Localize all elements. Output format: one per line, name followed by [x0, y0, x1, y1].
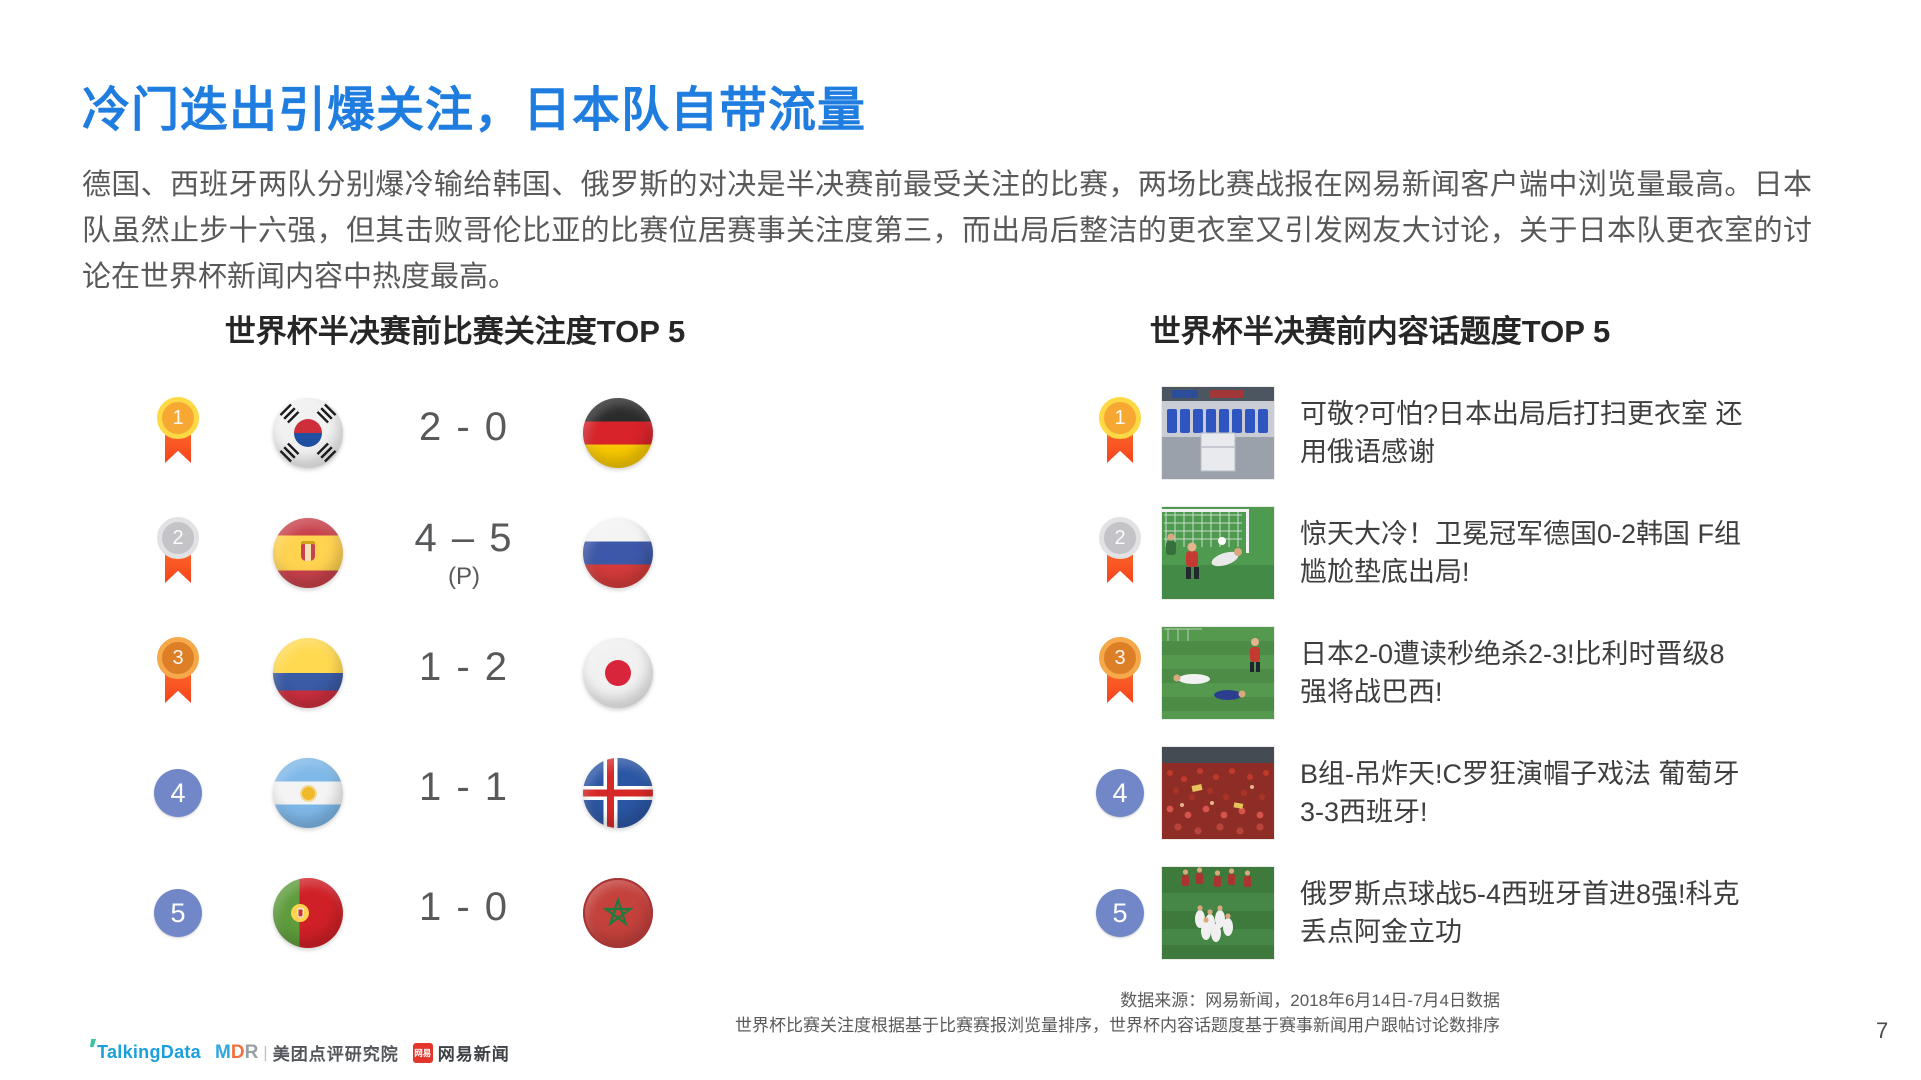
silver-medal-icon: 2: [150, 517, 206, 589]
talkingdata-tick-icon: [90, 1039, 96, 1047]
news-headline: 惊天大冷！卫冕冠军德国0-2韩国 F组尴尬垫底出局!: [1300, 519, 1742, 587]
flag-russia-icon: [583, 518, 653, 588]
match-row-1: 1 2 - 0: [130, 373, 698, 493]
score-note: (P): [448, 562, 480, 590]
mdr-letter-m: M: [215, 1041, 231, 1063]
match-ranking-title: 世界杯半决赛前比赛关注度TOP 5: [224, 314, 686, 349]
gold-medal-icon: 1: [150, 397, 206, 469]
flag-iceland-icon: [583, 758, 653, 828]
match-score: 1 - 0: [418, 884, 510, 929]
flag-morocco-icon: [583, 878, 653, 948]
news-headline: 俄罗斯点球战5-4西班牙首进8强!科克丢点阿金立功: [1300, 879, 1740, 947]
score-note: [419, 692, 509, 702]
data-source-line-2: 世界杯比赛关注度根据基于比赛赛报浏览量排序，世界杯内容话题度基于赛事新闻用户跟帖…: [735, 1016, 1500, 1035]
bronze-medal-icon: 3: [1092, 637, 1148, 709]
mdr-letter-r: R: [244, 1041, 259, 1063]
talkingdata-wordmark: TalkingData: [97, 1042, 201, 1062]
flag-portugal-icon: [273, 878, 343, 948]
rank-number: 2: [1099, 517, 1141, 559]
talkingdata-logo: TalkingData: [90, 1039, 201, 1063]
rank-circle: 5: [1096, 889, 1144, 937]
topic-ranking-title: 世界杯半决赛前内容话题度TOP 5: [1149, 314, 1611, 349]
topic-row-5: 5 俄罗斯点球战5-4西班牙首进8强!科克丢点阿金立功: [1078, 853, 1750, 973]
score-note: [419, 932, 509, 942]
topic-row-2: 2 惊天大冷！卫冕冠军德国0-2韩国 F组尴尬: [1078, 493, 1750, 613]
news-thumbnail-locker-room: [1162, 387, 1274, 479]
flag-south-korea-icon: [273, 398, 343, 468]
rank-circle: 4: [1096, 769, 1144, 817]
news-thumbnail-goal-scene: [1162, 507, 1274, 599]
logo-divider: |: [263, 1042, 268, 1062]
news-headline: 日本2-0遭读秒绝杀2-3!比利时晋级8强将战巴西!: [1300, 639, 1725, 707]
flag-japan-icon: [583, 638, 653, 708]
news-headline: 可敬?可怕?日本出局后打扫更衣室 还用俄语感谢: [1300, 399, 1743, 467]
match-score: 1 - 1: [418, 764, 510, 809]
netease-news-label: 网易新闻: [437, 1045, 510, 1064]
silver-medal-icon: 2: [1092, 517, 1148, 589]
meituan-dianping-institute-logo: M D R | 美团点评研究院: [215, 1040, 399, 1065]
rank-number: 3: [1099, 637, 1141, 679]
news-thumbnail-players-on-pitch: [1162, 627, 1274, 719]
flag-argentina-icon: [273, 758, 343, 828]
data-source-note: 数据来源：网易新闻，2018年6月14日-7月4日数据 世界杯比赛关注度根据基于…: [735, 988, 1500, 1038]
news-headline: B组-吊炸天!C罗狂演帽子戏法 葡萄牙3-3西班牙!: [1300, 759, 1740, 827]
rank-number: 1: [157, 397, 199, 439]
topic-ranking-list: 1 可敬?可怕?日本出局后打扫更衣室 还用俄语感谢: [1078, 373, 1750, 973]
match-ranking-list: 1 2 - 0 2 4 – 5 (P): [130, 373, 698, 973]
flag-spain-icon: [273, 518, 343, 588]
match-score: 2 - 0: [418, 404, 510, 449]
rank-circle: 5: [154, 889, 202, 937]
bronze-medal-icon: 3: [150, 637, 206, 709]
netease-app-icon: 网易: [412, 1042, 433, 1063]
topic-row-3: 3 日本2-0遭读秒绝杀2-3!比利时晋级8强将战巴西!: [1078, 613, 1750, 733]
mdr-letter-d: D: [230, 1041, 245, 1063]
rank-circle: 4: [154, 769, 202, 817]
data-source-line-1: 数据来源：网易新闻，2018年6月14日-7月4日数据: [1120, 991, 1500, 1010]
rank-number: 3: [157, 637, 199, 679]
netease-news-logo: 网易 网易新闻: [412, 1040, 510, 1065]
topic-row-1: 1 可敬?可怕?日本出局后打扫更衣室 还用俄语感谢: [1078, 373, 1750, 493]
summary-paragraph: 德国、西班牙两队分别爆冷输给韩国、俄罗斯的对决是半决赛前最受关注的比赛，两场比赛…: [82, 169, 1812, 293]
page-title: 冷门迭出引爆关注，日本队自带流量: [82, 84, 867, 137]
score-note: [419, 812, 509, 822]
mdr-label: 美团点评研究院: [272, 1045, 399, 1064]
flag-colombia-icon: [273, 638, 343, 708]
news-thumbnail-red-crowd: [1162, 747, 1274, 839]
match-row-2: 2 4 – 5 (P): [130, 493, 698, 613]
match-score: 1 - 2: [418, 644, 510, 689]
rank-number: 2: [157, 517, 199, 559]
news-thumbnail-team-celebration: [1162, 867, 1274, 959]
match-row-5: 5 1 - 0: [130, 853, 698, 973]
topic-row-4: 4 B组-吊炸天!C罗狂演帽子戏法 葡萄牙3-3西班牙!: [1078, 733, 1750, 853]
rank-number: 1: [1099, 397, 1141, 439]
footer-logo-bar: TalkingData M D R | 美团点评研究院 网易 网易新闻: [90, 1039, 510, 1065]
page-number: 7: [1876, 1018, 1889, 1043]
gold-medal-icon: 1: [1092, 397, 1148, 469]
score-note: [419, 452, 509, 462]
match-score: 4 – 5: [414, 515, 514, 560]
match-row-3: 3 1 - 2: [130, 613, 698, 733]
flag-germany-icon: [583, 398, 653, 468]
match-row-4: 4 1 - 1: [130, 733, 698, 853]
